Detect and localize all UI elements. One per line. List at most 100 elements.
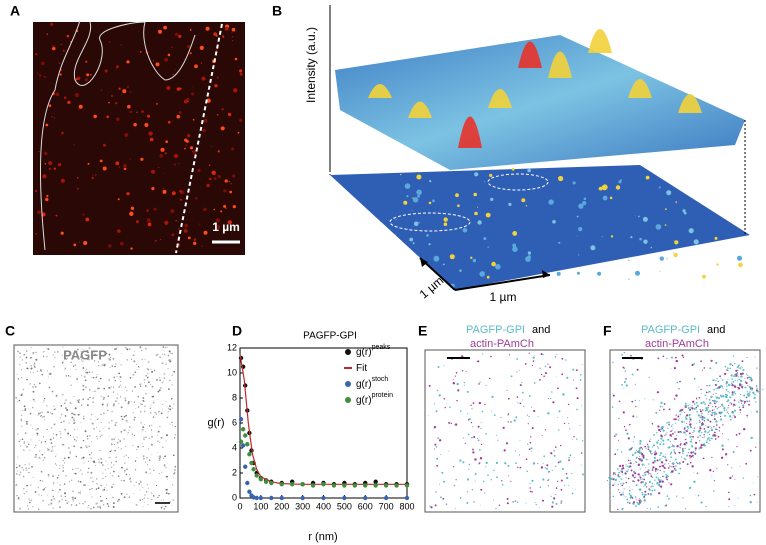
spot [722, 405, 724, 407]
spot [85, 60, 88, 63]
spot [148, 131, 153, 136]
spot [168, 359, 171, 362]
spot [165, 492, 168, 494]
spot [639, 455, 640, 457]
spot [685, 459, 687, 461]
spot [643, 239, 648, 244]
spot [120, 381, 122, 382]
spot [71, 479, 73, 481]
spot [119, 384, 121, 386]
spot [660, 465, 662, 467]
spot [159, 356, 162, 359]
spot [697, 494, 700, 497]
spot [143, 379, 146, 381]
spot [753, 493, 756, 496]
spot [97, 418, 99, 420]
spot [660, 485, 663, 488]
spot [28, 443, 30, 445]
spot [640, 446, 643, 449]
data-point [383, 495, 389, 501]
spot [702, 409, 704, 411]
spot [147, 497, 149, 499]
spot [184, 223, 189, 228]
surface-peaks [368, 29, 702, 148]
spot [748, 403, 750, 406]
spot [17, 401, 19, 403]
spot [142, 426, 145, 429]
spot [725, 383, 727, 385]
spot [163, 353, 166, 356]
spot [641, 358, 643, 361]
spot [22, 388, 25, 391]
data-point [342, 495, 347, 501]
spot [70, 504, 73, 506]
spot [556, 271, 561, 276]
spot [72, 498, 74, 501]
spot [165, 363, 167, 365]
x-tick-label: 0 [237, 501, 242, 511]
spot [169, 408, 171, 411]
spot [167, 479, 168, 481]
spot [619, 464, 622, 468]
spot [665, 463, 667, 465]
spot [542, 353, 544, 356]
spot [713, 411, 716, 414]
spot [53, 117, 55, 119]
spot [711, 414, 713, 416]
spot [111, 420, 113, 422]
spot [622, 482, 625, 485]
spot [163, 499, 165, 501]
spot [680, 431, 683, 434]
spot [441, 471, 444, 474]
spot [514, 500, 517, 503]
spot [159, 441, 161, 443]
spot [73, 365, 74, 367]
spot [621, 353, 623, 356]
spot [173, 163, 176, 166]
spot [25, 362, 27, 364]
spot [176, 114, 181, 119]
spot [726, 369, 728, 371]
spot [537, 416, 539, 418]
spot [130, 206, 135, 210]
spot [741, 360, 744, 362]
spot [699, 429, 701, 431]
spot [736, 446, 738, 448]
spot [533, 409, 536, 413]
spot [568, 456, 570, 459]
spot [44, 452, 46, 454]
spot [17, 456, 19, 458]
spot [711, 437, 713, 440]
spot [668, 408, 671, 411]
spot [666, 258, 668, 260]
spot [128, 495, 131, 497]
spot [146, 387, 148, 388]
spot [648, 480, 651, 484]
spot [485, 212, 491, 218]
spot [16, 495, 18, 497]
data-point [249, 460, 254, 466]
spot [625, 429, 627, 431]
spot [125, 414, 127, 417]
spot [749, 449, 752, 452]
spot [688, 448, 691, 451]
spot [518, 369, 520, 371]
spot [53, 423, 56, 426]
spot [623, 426, 626, 428]
spot [72, 490, 74, 492]
spot [715, 392, 717, 394]
spot [727, 464, 729, 466]
image-caption: PAGFP [63, 347, 107, 362]
spot [35, 189, 38, 193]
spot [37, 428, 39, 430]
spot [626, 498, 629, 501]
spot [659, 435, 662, 437]
spot [746, 386, 747, 388]
spot [128, 429, 130, 431]
spot [60, 43, 62, 45]
spot [73, 396, 75, 397]
spot [677, 419, 680, 421]
spot [126, 348, 129, 351]
spot [31, 465, 33, 468]
spot [645, 459, 648, 461]
